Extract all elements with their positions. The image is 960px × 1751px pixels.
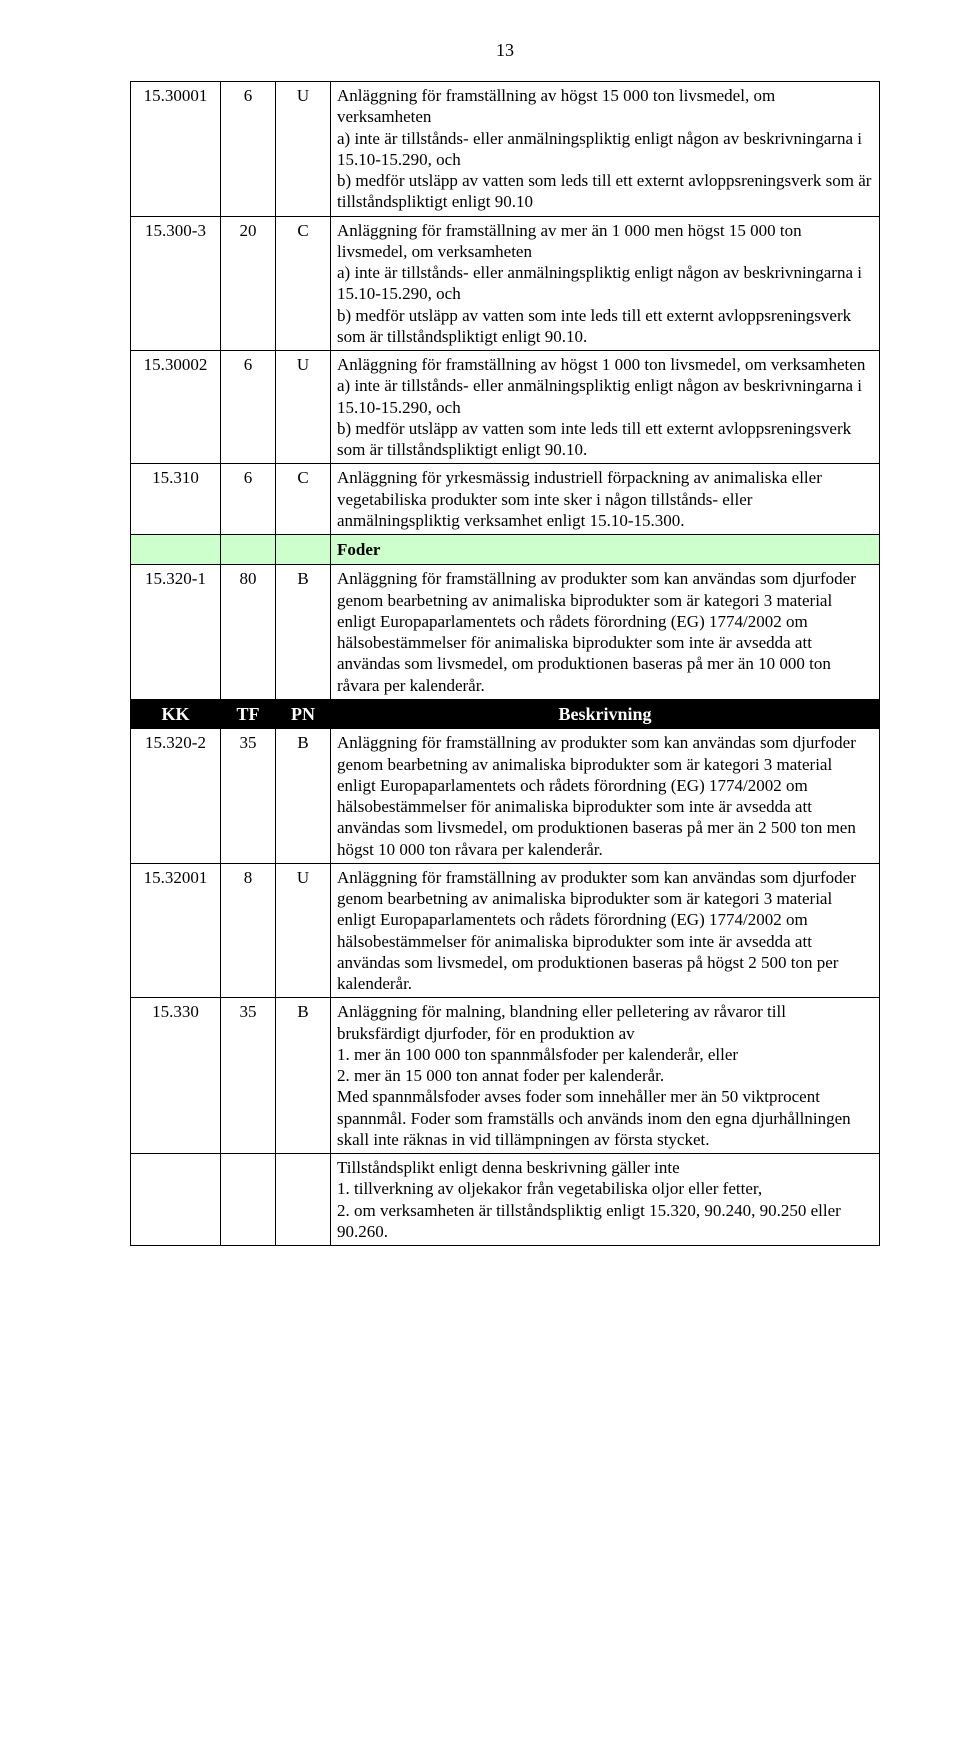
cell-desc: Anläggning för framställning av högst 1 … — [331, 351, 880, 464]
cell-desc: Anläggning för malning, blandning eller … — [331, 998, 880, 1154]
table-row: 15.330 35 B Anläggning för malning, blan… — [131, 998, 880, 1154]
cell-pn: B — [276, 998, 331, 1154]
cell-kk: 15.320-1 — [131, 565, 221, 700]
section-empty — [221, 535, 276, 565]
desc-text: Anläggning för framställning av produkte… — [337, 867, 873, 995]
cell-desc: Anläggning för framställning av mer än 1… — [331, 216, 880, 351]
page-number: 13 — [130, 40, 880, 61]
header-tf: TF — [221, 699, 276, 729]
table-row: 15.300-3 20 C Anläggning för framställni… — [131, 216, 880, 351]
cell-pn: B — [276, 729, 331, 864]
desc-text: Tillståndsplikt enligt denna beskrivning… — [337, 1157, 873, 1242]
table-row: 15.32001 8 U Anläggning för framställnin… — [131, 863, 880, 998]
cell-pn: C — [276, 216, 331, 351]
desc-text: Anläggning för framställning av produkte… — [337, 732, 873, 860]
document-page: 13 15.30001 6 U Anläggning för framställ… — [0, 0, 960, 1306]
cell-desc: Anläggning för framställning av produkte… — [331, 565, 880, 700]
cell-tf: 80 — [221, 565, 276, 700]
table-row: 15.310 6 C Anläggning för yrkesmässig in… — [131, 464, 880, 535]
cell-kk: 15.330 — [131, 998, 221, 1154]
cell-tf: 6 — [221, 464, 276, 535]
cell-desc: Anläggning för framställning av produkte… — [331, 863, 880, 998]
section-empty — [131, 535, 221, 565]
cell-kk: 15.30002 — [131, 351, 221, 464]
cell-kk: 15.310 — [131, 464, 221, 535]
table-row: 15.320-2 35 B Anläggning för framställni… — [131, 729, 880, 864]
cell-tf — [221, 1154, 276, 1246]
cell-kk: 15.30001 — [131, 82, 221, 217]
cell-pn: U — [276, 351, 331, 464]
cell-desc: Anläggning för framställning av högst 15… — [331, 82, 880, 217]
table-row: Tillståndsplikt enligt denna beskrivning… — [131, 1154, 880, 1246]
section-title: Foder — [331, 535, 880, 565]
cell-tf: 6 — [221, 82, 276, 217]
cell-pn: U — [276, 863, 331, 998]
cell-tf: 35 — [221, 998, 276, 1154]
cell-desc: Tillståndsplikt enligt denna beskrivning… — [331, 1154, 880, 1246]
section-empty — [276, 535, 331, 565]
cell-pn — [276, 1154, 331, 1246]
desc-text: Anläggning för framställning av produkte… — [337, 568, 873, 696]
regulation-table: 15.30001 6 U Anläggning för framställnin… — [130, 81, 880, 1246]
cell-desc: Anläggning för framställning av produkte… — [331, 729, 880, 864]
cell-kk: 15.320-2 — [131, 729, 221, 864]
section-header-row: Foder — [131, 535, 880, 565]
header-kk: KK — [131, 699, 221, 729]
cell-tf: 35 — [221, 729, 276, 864]
cell-desc: Anläggning för yrkesmässig industriell f… — [331, 464, 880, 535]
cell-kk — [131, 1154, 221, 1246]
cell-tf: 6 — [221, 351, 276, 464]
header-desc: Beskrivning — [331, 699, 880, 729]
desc-text: Anläggning för framställning av högst 15… — [337, 85, 873, 213]
cell-tf: 8 — [221, 863, 276, 998]
cell-pn: B — [276, 565, 331, 700]
cell-kk: 15.32001 — [131, 863, 221, 998]
table-row: 15.320-1 80 B Anläggning för framställni… — [131, 565, 880, 700]
cell-pn: U — [276, 82, 331, 217]
cell-kk: 15.300-3 — [131, 216, 221, 351]
table-row: 15.30002 6 U Anläggning för framställnin… — [131, 351, 880, 464]
column-header-row: KK TF PN Beskrivning — [131, 699, 880, 729]
cell-pn: C — [276, 464, 331, 535]
header-pn: PN — [276, 699, 331, 729]
desc-text: Anläggning för malning, blandning eller … — [337, 1001, 873, 1150]
desc-text: Anläggning för framställning av högst 1 … — [337, 354, 873, 460]
desc-text: Anläggning för yrkesmässig industriell f… — [337, 467, 873, 531]
cell-tf: 20 — [221, 216, 276, 351]
desc-text: Anläggning för framställning av mer än 1… — [337, 220, 873, 348]
table-row: 15.30001 6 U Anläggning för framställnin… — [131, 82, 880, 217]
